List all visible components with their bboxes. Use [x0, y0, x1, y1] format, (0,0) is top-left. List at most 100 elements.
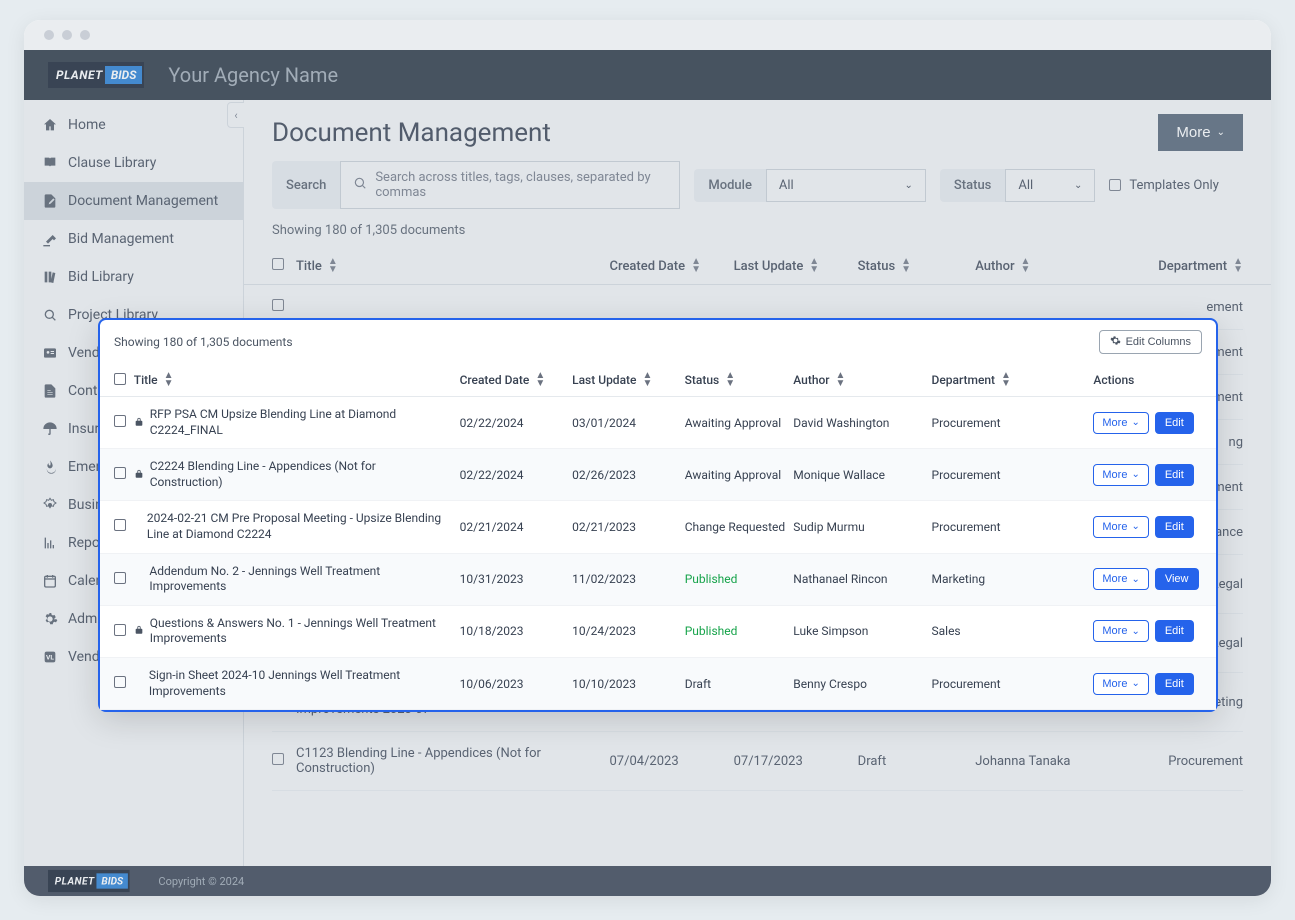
column-status[interactable]: Status: [858, 258, 976, 274]
select-all-checkbox[interactable]: [114, 373, 126, 385]
column-department[interactable]: Department: [1125, 258, 1243, 274]
templates-only-checkbox[interactable]: Templates Only: [1109, 178, 1218, 193]
cell-updated: 10/24/2023: [572, 624, 685, 638]
cell-updated: 07/17/2023: [734, 754, 858, 769]
cell-updated: 02/21/2023: [572, 520, 685, 534]
page-title: Document Management: [272, 118, 551, 148]
edit-columns-button[interactable]: Edit Columns: [1099, 330, 1202, 354]
row-checkbox[interactable]: [272, 753, 284, 765]
sort-icon: [1021, 258, 1031, 274]
sort-icon: [1001, 372, 1011, 388]
sidebar-item-label: Bid Library: [68, 269, 134, 285]
search-input[interactable]: Search across titles, tags, clauses, sep…: [340, 161, 680, 209]
logo-bids-text: BIDS: [105, 66, 143, 84]
sidebar-item-clause-library[interactable]: Clause Library: [24, 144, 243, 182]
sidebar-item-home[interactable]: Home: [24, 106, 243, 144]
sort-icon: [164, 372, 174, 388]
search-placeholder: Search across titles, tags, clauses, sep…: [375, 170, 667, 200]
row-more-button[interactable]: More ⌄: [1093, 673, 1148, 695]
table-row[interactable]: RFP PSA CM Upsize Blending Line at Diamo…: [100, 397, 1216, 449]
status-select[interactable]: All ⌄: [1005, 169, 1095, 202]
more-button[interactable]: More ⌄: [1158, 114, 1243, 151]
id-card-icon: [42, 345, 58, 361]
column-updated[interactable]: Last Update: [734, 258, 858, 274]
cell-department: Sales: [932, 624, 1094, 638]
row-more-button[interactable]: More ⌄: [1093, 464, 1148, 486]
table-row[interactable]: Addendum No. 2 - Jennings Well Treatment…: [100, 554, 1216, 606]
search-doc-icon: [42, 307, 58, 323]
cell-updated: 03/01/2024: [572, 416, 685, 430]
row-checkbox[interactable]: [114, 467, 126, 479]
filter-bar: Search Search across titles, tags, claus…: [244, 161, 1271, 223]
row-more-button[interactable]: More ⌄: [1093, 620, 1148, 642]
lock-icon: [134, 468, 144, 482]
document-table-popup: Showing 180 of 1,305 documents Edit Colu…: [98, 318, 1218, 712]
checkbox-icon: [1109, 179, 1121, 191]
cell-department: Procurement: [932, 416, 1094, 430]
column-created[interactable]: Created Date: [460, 372, 573, 388]
table-row[interactable]: Questions & Answers No. 1 - Jennings Wel…: [100, 606, 1216, 658]
sidebar-item-label: Bid Management: [68, 231, 174, 247]
sort-icon: [1233, 258, 1243, 274]
select-all-checkbox[interactable]: [272, 258, 284, 270]
row-more-button[interactable]: More ⌄: [1093, 412, 1148, 434]
row-checkbox[interactable]: [114, 415, 126, 427]
chevron-down-icon: ⌄: [1131, 626, 1139, 637]
row-more-button[interactable]: More ⌄: [1093, 516, 1148, 538]
column-title[interactable]: Title: [296, 258, 609, 274]
column-status[interactable]: Status: [685, 372, 794, 388]
row-more-button[interactable]: More ⌄: [1093, 568, 1148, 590]
sidebar-item-bid-library[interactable]: Bid Library: [24, 258, 243, 296]
status-label: Status: [940, 178, 1005, 193]
chart-icon: [42, 535, 58, 551]
chevron-down-icon: ⌄: [1217, 127, 1225, 138]
cell-created: 02/22/2024: [460, 416, 573, 430]
sidebar-item-document-management[interactable]: Document Management: [24, 182, 243, 220]
table-row[interactable]: 2024-02-21 CM Pre Proposal Meeting - Ups…: [100, 501, 1216, 553]
column-title[interactable]: Title: [134, 372, 460, 388]
row-checkbox[interactable]: [114, 572, 126, 584]
row-view-button[interactable]: View: [1155, 568, 1199, 590]
row-edit-button[interactable]: Edit: [1155, 412, 1194, 434]
cell-author: Monique Wallace: [793, 468, 931, 482]
footer-logo: PLANET BIDS: [48, 870, 130, 892]
chevron-down-icon: ⌄: [1131, 574, 1139, 585]
sidebar-item-bid-management[interactable]: Bid Management: [24, 220, 243, 258]
sort-icon: [691, 258, 701, 274]
file-edit-icon: [42, 193, 58, 209]
row-checkbox[interactable]: [114, 676, 126, 688]
sidebar-collapse-button[interactable]: ‹: [227, 102, 245, 128]
sort-icon: [328, 258, 338, 274]
cell-author: David Washington: [793, 416, 931, 430]
sidebar-item-label: Clause Library: [68, 155, 156, 171]
window-dot: [80, 30, 90, 40]
table-row[interactable]: C2224 Blending Line - Appendices (Not fo…: [100, 449, 1216, 501]
search-label: Search: [272, 178, 340, 193]
module-select[interactable]: All ⌄: [766, 169, 926, 202]
calendar-icon: [42, 573, 58, 589]
cell-title: RFP PSA CM Upsize Blending Line at Diamo…: [150, 407, 450, 438]
cell-title: C2224 Blending Line - Appendices (Not fo…: [150, 459, 450, 490]
sort-icon: [535, 372, 545, 388]
table-row[interactable]: C1123 Blending Line - Appendices (Not fo…: [272, 732, 1243, 791]
row-edit-button[interactable]: Edit: [1155, 516, 1194, 538]
column-author[interactable]: Author: [975, 258, 1125, 274]
column-department[interactable]: Department: [931, 372, 1093, 388]
gear-icon: [42, 611, 58, 627]
column-author[interactable]: Author: [793, 372, 931, 388]
chevron-down-icon: ⌄: [1131, 417, 1139, 428]
popup-table-header: Title Created Date Last Update Status Au…: [100, 364, 1216, 397]
table-row[interactable]: Sign-in Sheet 2024-10 Jennings Well Trea…: [100, 658, 1216, 710]
popup-results-count: Showing 180 of 1,305 documents: [114, 335, 293, 349]
row-edit-button[interactable]: Edit: [1155, 620, 1194, 642]
agency-name: Your Agency Name: [168, 63, 338, 87]
column-updated[interactable]: Last Update: [572, 372, 685, 388]
column-created[interactable]: Created Date: [609, 258, 733, 274]
row-checkbox[interactable]: [114, 624, 126, 636]
footer: PLANET BIDS Copyright © 2024: [24, 866, 1271, 896]
row-checkbox[interactable]: [114, 519, 126, 531]
row-edit-button[interactable]: Edit: [1155, 464, 1194, 486]
row-edit-button[interactable]: Edit: [1155, 673, 1194, 695]
row-checkbox[interactable]: [272, 299, 284, 311]
copyright: Copyright © 2024: [158, 875, 244, 888]
